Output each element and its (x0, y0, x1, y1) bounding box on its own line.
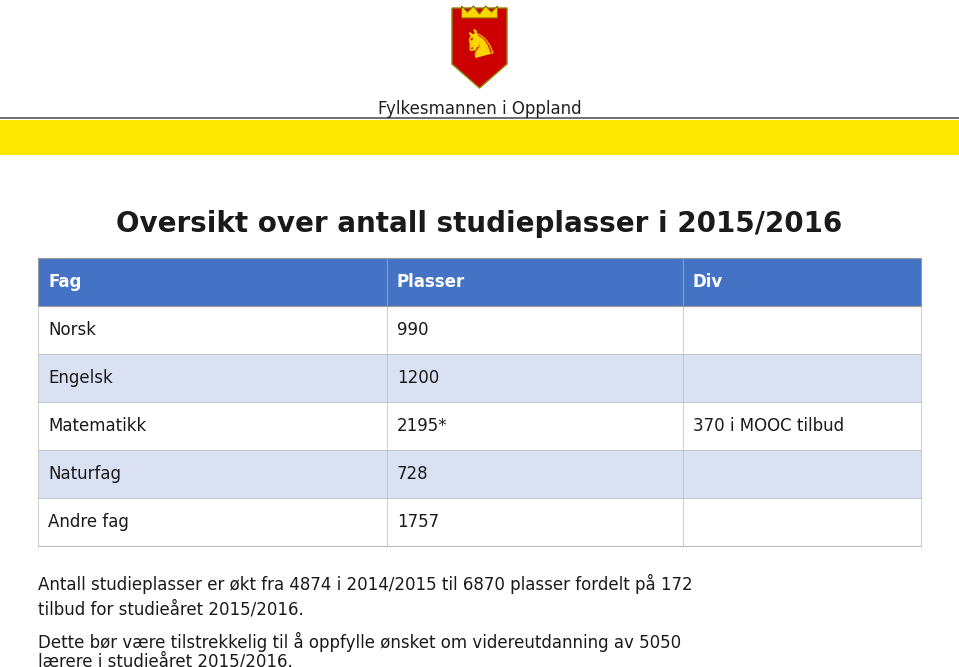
Text: Matematikk: Matematikk (48, 417, 147, 435)
Text: Plasser: Plasser (397, 273, 465, 291)
Bar (38, 402, 921, 450)
Text: tilbud for studieåret 2015/2016.: tilbud for studieåret 2015/2016. (38, 600, 304, 618)
Text: Fylkesmannen i Oppland: Fylkesmannen i Oppland (378, 100, 581, 118)
Bar (38, 258, 921, 306)
Text: 1757: 1757 (397, 513, 439, 531)
Text: ♞: ♞ (457, 21, 502, 67)
Polygon shape (452, 8, 507, 88)
Bar (38, 354, 921, 402)
Text: Andre fag: Andre fag (48, 513, 129, 531)
Text: Div: Div (692, 273, 723, 291)
Text: Engelsk: Engelsk (48, 369, 113, 387)
Text: Antall studieplasser er økt fra 4874 i 2014/2015 til 6870 plasser fordelt på 172: Antall studieplasser er økt fra 4874 i 2… (38, 574, 692, 594)
Text: 1200: 1200 (397, 369, 439, 387)
Text: Norsk: Norsk (48, 321, 96, 339)
Bar (0, 120, 959, 155)
Bar (38, 306, 921, 354)
Text: 370 i MOOC tilbud: 370 i MOOC tilbud (692, 417, 844, 435)
Text: lærere i studieåret 2015/2016.: lærere i studieåret 2015/2016. (38, 652, 292, 667)
Bar (38, 450, 921, 498)
Text: 728: 728 (397, 465, 429, 483)
Bar (38, 498, 921, 546)
Text: Dette bør være tilstrekkelig til å oppfylle ønsket om videreutdanning av 5050: Dette bør være tilstrekkelig til å oppfy… (38, 632, 681, 652)
Text: Fag: Fag (48, 273, 82, 291)
Text: Oversikt over antall studieplasser i 2015/2016: Oversikt over antall studieplasser i 201… (116, 210, 843, 238)
Polygon shape (461, 6, 498, 18)
Text: 990: 990 (397, 321, 429, 339)
Text: Naturfag: Naturfag (48, 465, 121, 483)
Text: 2195*: 2195* (397, 417, 448, 435)
